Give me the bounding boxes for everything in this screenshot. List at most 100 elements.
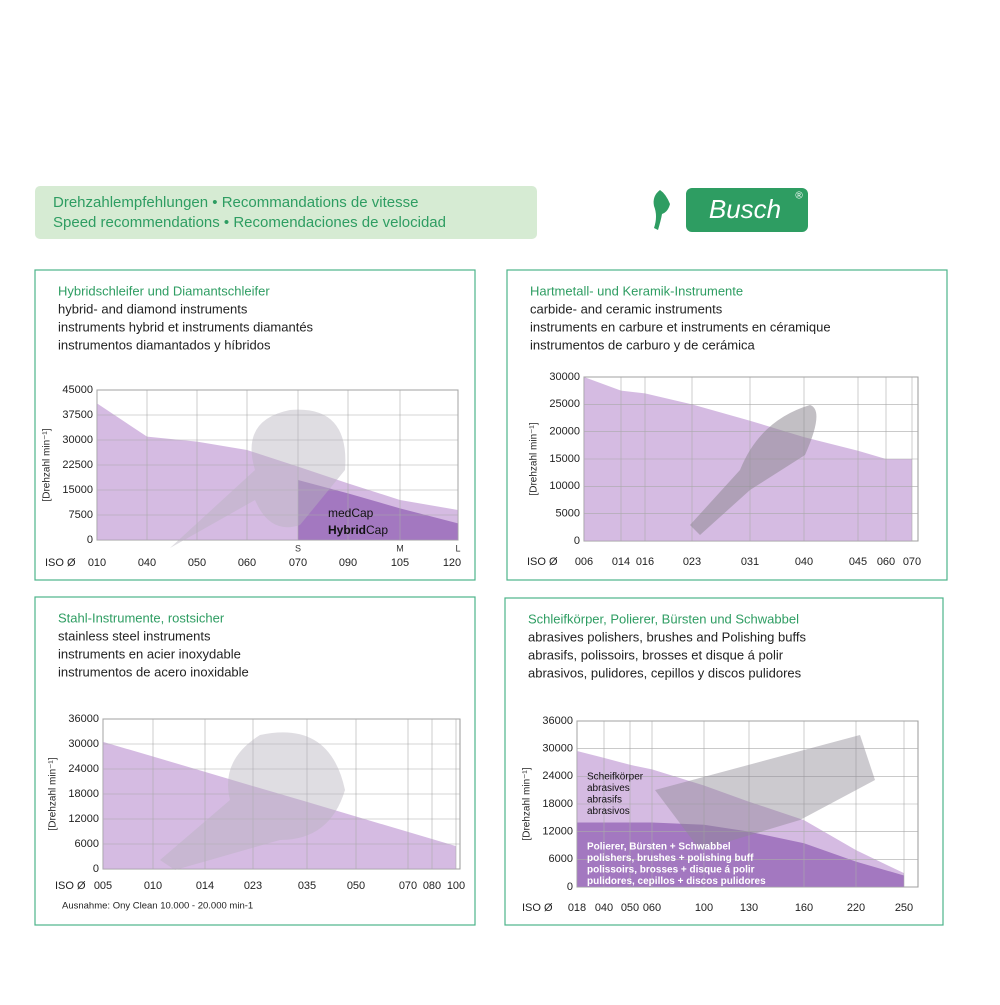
y-tick-label: 24000 (68, 763, 99, 775)
y-tick-label: 15000 (62, 484, 93, 496)
panel-subtitle: instrumentos de acero inoxidable (58, 664, 249, 679)
y-axis-label: [Drehzahl min⁻¹] (42, 428, 53, 501)
panel-subtitle: instrumentos de carburo y de cerámica (530, 337, 755, 352)
y-tick-label: 36000 (542, 715, 573, 727)
x-tick-label: 040 (595, 902, 613, 914)
logo-box (686, 188, 808, 232)
x-tick-label: 120 (443, 557, 461, 569)
panel-subtitle: instruments en acier inoxydable (58, 646, 241, 661)
x-axis-label: ISO Ø (55, 880, 86, 892)
logo-mark: ® (795, 191, 803, 202)
x-tick-label: 070 (289, 557, 307, 569)
x-tick-label: 070 (399, 880, 417, 892)
x-tick-label: 040 (138, 557, 156, 569)
y-tick-label: 0 (574, 535, 580, 547)
y-tick-label: 20000 (549, 426, 580, 438)
panel-subtitle: abrasives polishers, brushes and Polishi… (528, 629, 806, 644)
y-axis-label: [Drehzahl min⁻¹] (48, 757, 59, 830)
x-tick-label: 250 (895, 902, 913, 914)
y-tick-label: 18000 (68, 788, 99, 800)
panel-subtitle: carbide- and ceramic instruments (530, 301, 723, 316)
x-tick-label: 023 (244, 880, 262, 892)
x-tick-label: 010 (88, 557, 106, 569)
y-tick-label: 0 (87, 534, 93, 546)
panel-border (504, 597, 944, 926)
y-tick-label: 30000 (549, 371, 580, 383)
x-tick-label: 045 (849, 556, 867, 568)
size-label: M (396, 543, 404, 553)
panel-title: Hybridschleifer und Diamantschleifer (58, 283, 270, 298)
panel-border (506, 269, 948, 581)
panel-border (34, 269, 476, 581)
x-tick-label: 220 (847, 902, 865, 914)
x-tick-label: 035 (298, 880, 316, 892)
x-tick-label: 160 (795, 902, 813, 914)
y-tick-label: 0 (567, 881, 573, 893)
x-tick-label: 070 (903, 556, 921, 568)
x-tick-label: 050 (347, 880, 365, 892)
y-tick-label: 25000 (549, 398, 580, 410)
speed-area (103, 741, 456, 869)
panel-note: Ausnahme: Ony Clean 10.000 - 20.000 min-… (62, 901, 253, 912)
y-tick-label: 15000 (549, 453, 580, 465)
y-tick-label: 7500 (69, 509, 93, 521)
y-tick-label: 12000 (68, 813, 99, 825)
x-tick-label: 014 (196, 880, 214, 892)
y-tick-label: 30000 (542, 743, 573, 755)
logo-text: Busch (709, 194, 781, 224)
product-image (690, 405, 817, 535)
x-tick-label: 130 (740, 902, 758, 914)
x-tick-label: 060 (643, 902, 661, 914)
y-tick-label: 5000 (556, 508, 580, 520)
series-label: medCap (328, 506, 374, 520)
x-tick-label: 100 (695, 902, 713, 914)
x-tick-label: 050 (621, 902, 639, 914)
y-tick-label: 6000 (549, 853, 573, 865)
y-tick-label: 24000 (542, 770, 573, 782)
header-line: Drehzahlempfehlungen • Recommandations d… (53, 194, 418, 211)
size-label: S (295, 543, 301, 553)
series-label: polishers, brushes + polishing buff (587, 853, 754, 864)
chart-panel: Stahl-Instrumente, rostsicher stainless s… (34, 596, 476, 926)
panel-subtitle: instruments en carbure et instruments en… (530, 319, 831, 334)
x-tick-label: 060 (238, 557, 256, 569)
size-label: L (455, 543, 460, 553)
product-image (160, 732, 345, 870)
panel-subtitle: instrumentos diamantados y híbridos (58, 337, 271, 352)
x-tick-label: 060 (877, 556, 895, 568)
logo: Busch ® (653, 188, 808, 232)
y-tick-label: 6000 (75, 838, 99, 850)
x-tick-label: 016 (636, 556, 654, 568)
series-label-rest: Cap (366, 523, 388, 537)
x-tick-label: 023 (683, 556, 701, 568)
chart-panel: Schleifkörper, Polierer, Bürsten und Sch… (504, 597, 944, 926)
x-tick-label: 040 (795, 556, 813, 568)
series-label: abrasivos (587, 806, 630, 817)
panel-border (34, 596, 476, 926)
x-tick-label: 005 (94, 880, 112, 892)
x-tick-label: 050 (188, 557, 206, 569)
panel-subtitle: instruments hybrid et instruments diaman… (58, 319, 314, 334)
x-axis-label: ISO Ø (45, 557, 76, 569)
series-label-bold: Hybrid (328, 523, 366, 537)
y-tick-label: 37500 (62, 409, 93, 421)
speed-area (298, 480, 458, 540)
series-label: polissoirs, brosses + disque á polir (587, 865, 755, 876)
panel-subtitle: stainless steel instruments (58, 628, 211, 643)
panel-subtitle: hybrid- and diamond instruments (58, 301, 248, 316)
y-tick-label: 10000 (549, 480, 580, 492)
x-axis-label: ISO Ø (522, 902, 553, 914)
x-tick-label: 031 (741, 556, 759, 568)
x-tick-label: 010 (144, 880, 162, 892)
series-label: abrasifs (587, 795, 622, 806)
chart-panel: Hartmetall- und Keramik-Instrumente carbi… (506, 269, 948, 581)
x-tick-label: 006 (575, 556, 593, 568)
y-tick-label: 0 (93, 863, 99, 875)
x-tick-label: 018 (568, 902, 586, 914)
y-tick-label: 30000 (68, 738, 99, 750)
header-band (35, 186, 537, 239)
speed-area (577, 822, 904, 887)
product-image (655, 735, 875, 850)
series-label: abrasives (587, 783, 630, 794)
